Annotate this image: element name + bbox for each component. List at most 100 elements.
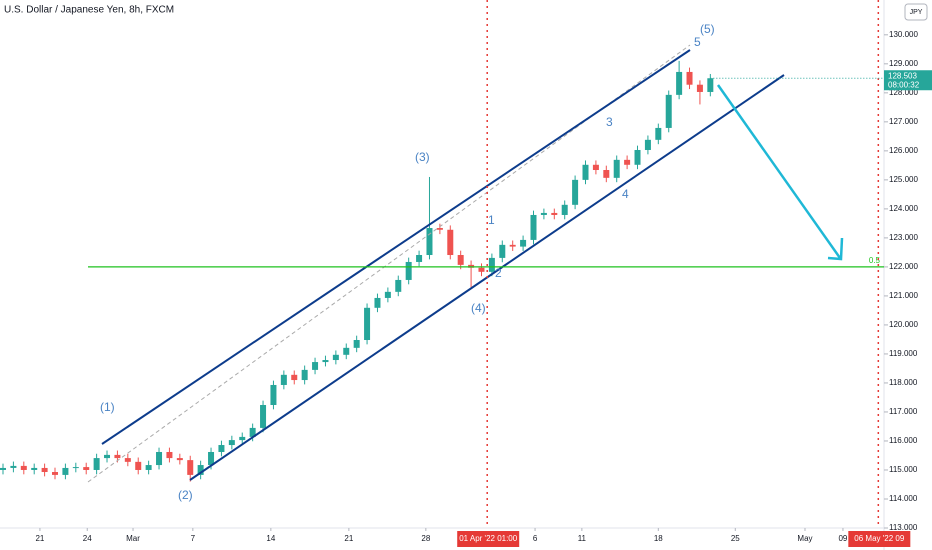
candle-body [104,454,111,459]
y-tick-label: 120.000 [889,320,918,329]
date-marker-box [848,531,911,547]
y-tick-label: 116.000 [889,436,918,445]
forecast-arrow [716,84,842,259]
candle-body [322,360,329,363]
date-marker-label: 01 Apr '22 01:00 [459,534,518,543]
candle-body [93,458,100,470]
y-tick-label: 123.000 [889,233,918,242]
candle-body [291,374,298,381]
candle-body [20,465,27,470]
last-price-box [884,70,932,91]
candle-body [353,340,360,348]
arrow-head [827,237,844,261]
candle-body [41,467,48,473]
candle-body [426,228,433,256]
candle-body [655,127,662,140]
candle-body [582,164,589,180]
candle-body [166,451,173,459]
candle-body [72,467,79,469]
y-tick-label: 125.000 [889,175,918,184]
candle-body [197,465,204,475]
x-tick-label: 7 [191,534,196,543]
candle-body [499,244,506,258]
candle-body [395,279,402,292]
countdown-label: 08:00:32 [888,80,920,89]
candle-body [665,94,672,128]
y-tick-label: 113.000 [889,523,918,532]
candle-body [52,472,59,475]
y-tick-label: 122.000 [889,262,918,271]
date-marker-label: 06 May '22 09 [854,534,905,543]
candles [0,60,714,482]
candle-body [239,436,246,441]
candle-body [676,71,683,95]
candle-body [572,179,579,205]
y-tick-label: 124.000 [889,204,918,213]
x-tick-label: 24 [83,534,92,543]
candle-body [624,159,631,165]
candle-body [520,239,527,247]
candle-body [686,71,693,85]
candle-body [31,467,38,470]
candle-body [114,454,121,459]
y-tick-label: 117.000 [889,407,918,416]
candle-body [145,465,152,470]
y-tick-label: 119.000 [889,349,918,358]
candle-body [447,229,454,256]
wave-label: 2 [495,266,502,280]
candle-body [634,149,641,165]
y-tick-label: 118.000 [889,378,918,387]
candle-body [249,427,256,437]
candle-body [551,212,558,215]
candle-body [509,244,516,247]
chart-title: U.S. Dollar / Japanese Yen, 8h, FXCM [4,5,174,16]
candle-body [488,257,495,272]
level-label: 0.5 [869,256,881,265]
candle-body [124,458,131,462]
wave-label: 5 [694,35,701,49]
candle-body [561,204,568,215]
y-tick-label: 114.000 [889,494,918,503]
x-tick-label: 18 [654,534,663,543]
wave-label: 4 [622,187,629,201]
y-tick-label: 130.000 [889,30,918,39]
x-tick-label: May [797,534,812,543]
channel-upper [101,49,691,445]
x-tick-label: 14 [266,534,275,543]
y-tick-label: 128.000 [889,88,918,97]
candle-body [457,255,464,265]
currency-badge[interactable] [904,3,928,21]
y-tick-label: 121.000 [889,291,918,300]
candle-body [218,445,225,452]
candle-body [384,291,391,298]
x-tick-label: 25 [731,534,740,543]
candle-body [405,261,412,280]
wave-label: (4) [471,301,486,315]
candle-body [83,467,90,470]
y-tick-label: 129.000 [889,59,918,68]
candle-body [436,228,443,230]
candle-body [343,347,350,355]
wave-label: 3 [606,115,613,129]
candle-body [613,159,620,178]
wave-label: (3) [415,150,430,164]
candle-body [0,467,6,470]
candle-body [301,369,308,381]
currency-label: JPY [910,9,923,16]
candle-body [540,212,547,215]
x-tick-label: Mar [126,534,140,543]
candle-body [332,354,339,361]
y-tick-label: 115.000 [889,465,918,474]
x-tick-label: 21 [35,534,44,543]
candle-body [260,404,267,428]
x-tick-label: 6 [533,534,538,543]
candle-body [228,440,235,446]
wave-label: 1 [488,213,495,227]
candle-body [364,307,371,341]
candle-body [592,164,599,171]
wave-label: (1) [100,400,115,414]
candle-body [416,255,423,262]
candle-body [62,467,69,475]
